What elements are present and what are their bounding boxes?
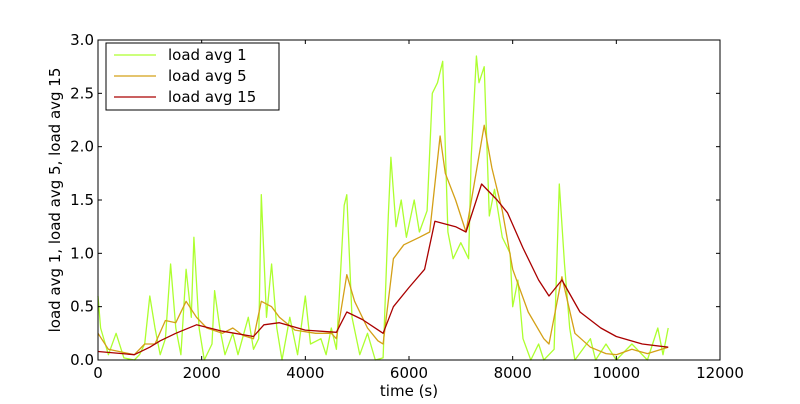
series-line-load-avg-15	[97, 183, 669, 356]
y-tick-label: 1.0	[70, 244, 94, 262]
x-tick-label: 2000	[183, 364, 221, 382]
series-line-load-avg-5	[97, 124, 669, 356]
x-tick-label: 8000	[494, 364, 532, 382]
y-tick-label: 2.0	[70, 138, 94, 156]
x-tick-label: 0	[93, 364, 103, 382]
series-line-load-avg-1	[97, 55, 669, 361]
legend-label: load avg 5	[168, 67, 247, 85]
y-tick-label: 2.5	[70, 84, 94, 102]
x-tick-label: 12000	[696, 364, 744, 382]
y-tick-label: 1.5	[70, 191, 94, 209]
x-tick-label: 6000	[390, 364, 428, 382]
y-tick-label: 0.5	[70, 298, 94, 316]
legend-label: load avg 15	[168, 88, 256, 106]
x-axis-label: time (s)	[380, 382, 438, 400]
y-tick-label: 3.0	[70, 31, 94, 49]
series-layer	[97, 55, 669, 361]
y-tick-label: 0.0	[70, 351, 94, 369]
legend-label: load avg 1	[168, 46, 247, 64]
y-axis-label: load avg 1, load avg 5, load avg 15	[46, 68, 64, 333]
legend: load avg 1 load avg 5 load avg 15	[105, 42, 280, 111]
x-tick-label: 10000	[592, 364, 640, 382]
x-tick-label: 4000	[286, 364, 324, 382]
ticks-layer: 0 2000 4000 6000 8000 10000 12000 0.0 0.5 1.0 1.5 2…	[70, 31, 744, 382]
